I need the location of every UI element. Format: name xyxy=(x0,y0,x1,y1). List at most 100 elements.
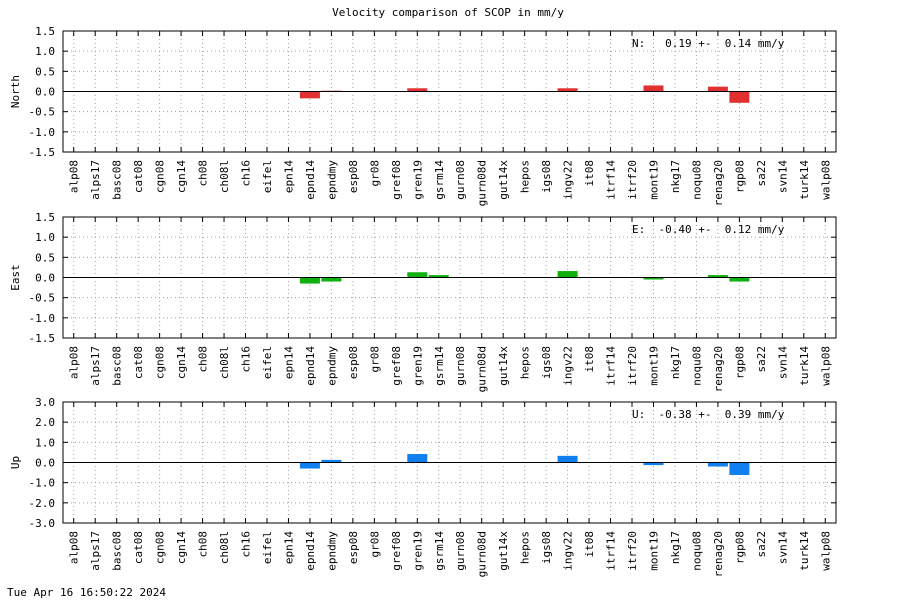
bar-gren19 xyxy=(407,454,428,463)
y-tick-label: -0.5 xyxy=(29,106,56,119)
x-tick-label: esp08 xyxy=(347,531,360,564)
x-tick-label: igs08 xyxy=(540,346,553,379)
x-tick-label: gut14x xyxy=(497,160,510,200)
x-tick-label: eifel xyxy=(261,346,274,379)
x-tick-label: esp08 xyxy=(347,346,360,379)
x-tick-label: basc08 xyxy=(111,160,124,200)
x-tick-label: basc08 xyxy=(111,531,124,571)
x-tick-label: gren19 xyxy=(411,531,424,571)
x-tick-label: ch16 xyxy=(240,531,253,558)
plot-border xyxy=(62,401,837,524)
x-tick-label: epndmy xyxy=(325,531,338,571)
y-axis-label: North xyxy=(9,75,22,108)
x-tick-label: it08 xyxy=(583,346,596,373)
x-tick-label: svn14 xyxy=(776,531,789,564)
x-tick-label: sa22 xyxy=(755,160,768,187)
stats-annotation: N: 0.19 +- 0.14 mm/y xyxy=(632,37,785,50)
bar-epnd14 xyxy=(299,91,320,99)
bar-renag20 xyxy=(707,86,728,92)
y-tick-label: -1.0 xyxy=(29,477,56,490)
bar-ingv22 xyxy=(557,271,578,278)
panel-east: 1.5 1.0 0.5 0.0 -0.5 -1.0 -1.5 alp08 alps17 basc0… xyxy=(9,211,837,392)
y-tick-label: -1.0 xyxy=(29,126,56,139)
x-tick-label: gurn08d xyxy=(476,160,489,206)
x-tick-label: ch08 xyxy=(197,160,210,187)
x-tick-label: ingv22 xyxy=(562,346,575,386)
x-tick-label: esp08 xyxy=(347,160,360,193)
x-tick-label: cat08 xyxy=(132,160,145,193)
x-tick-label: gren19 xyxy=(411,346,424,386)
x-tick-label: hepos xyxy=(519,346,532,379)
x-tick-label: itrf14 xyxy=(605,531,618,571)
x-tick-label: epn14 xyxy=(282,160,295,193)
x-tick-label: itrf20 xyxy=(626,160,639,200)
x-tick-label: cgn08 xyxy=(154,346,167,379)
x-tick-label: epn14 xyxy=(282,346,295,379)
x-tick-label: renag20 xyxy=(712,346,725,392)
x-tick-label: cgn14 xyxy=(175,160,188,193)
y-tick-label: 0.0 xyxy=(35,86,55,99)
x-tick-label: eifel xyxy=(261,531,274,564)
x-tick-label: gurn08d xyxy=(476,346,489,392)
x-tick-label: cat08 xyxy=(132,531,145,564)
x-tick-label: itrf14 xyxy=(605,160,618,200)
x-tick-label: noqu08 xyxy=(690,346,703,386)
x-tick-label: epndmy xyxy=(325,160,338,200)
y-tick-label: -1.5 xyxy=(29,332,56,345)
x-tick-label: gr08 xyxy=(368,531,381,558)
x-tick-label: svn14 xyxy=(776,160,789,193)
bar-mont19 xyxy=(643,85,664,92)
bar-renag20 xyxy=(707,275,728,278)
x-tick-label: itrf20 xyxy=(626,531,639,571)
y-tick-label: 0.5 xyxy=(35,251,55,264)
x-tick-label: ch08l xyxy=(218,531,231,564)
bar-mont19 xyxy=(643,462,664,466)
x-tick-label: epn14 xyxy=(282,531,295,564)
y-tick-label: 1.0 xyxy=(35,436,55,449)
bar-gren19 xyxy=(407,88,428,92)
y-tick-label: 1.0 xyxy=(35,45,55,58)
plot-border xyxy=(62,216,837,339)
stats-annotation: E: -0.40 +- 0.12 mm/y xyxy=(632,223,785,236)
bar-mont19 xyxy=(643,277,664,280)
x-tick-label: epnd14 xyxy=(304,531,317,571)
x-tick-label: nkg17 xyxy=(669,346,682,379)
y-tick-label: 2.0 xyxy=(35,416,55,429)
bar-ingv22 xyxy=(557,455,578,463)
bar-rgp08 xyxy=(729,91,750,103)
panel-north: 1.5 1.0 0.5 0.0 -0.5 -1.0 -1.5 alp08 alps17 basc0… xyxy=(9,25,837,206)
x-tick-label: sa22 xyxy=(755,346,768,373)
x-tick-label: rgp08 xyxy=(733,346,746,379)
x-tick-label: gsrm14 xyxy=(433,160,446,200)
x-tick-label: ch08 xyxy=(197,346,210,373)
x-tick-label: eifel xyxy=(261,160,274,193)
bar-rgp08 xyxy=(729,277,750,282)
x-tick-label: renag20 xyxy=(712,160,725,206)
x-tick-label: turk14 xyxy=(798,160,811,200)
x-tick-label: gurn08 xyxy=(454,531,467,571)
x-tick-label: it08 xyxy=(583,531,596,558)
x-tick-label: alp08 xyxy=(68,346,81,379)
timestamp: Tue Apr 16 16:50:22 2024 xyxy=(7,586,166,599)
x-tick-label: gr08 xyxy=(368,160,381,187)
y-tick-label: -0.5 xyxy=(29,292,56,305)
x-tick-label: alps17 xyxy=(89,346,102,386)
x-tick-label: itrf14 xyxy=(605,346,618,386)
x-tick-label: turk14 xyxy=(798,531,811,571)
y-tick-label: 0.5 xyxy=(35,65,55,78)
x-tick-label: walp08 xyxy=(819,346,832,386)
x-tick-label: igs08 xyxy=(540,531,553,564)
x-tick-label: nkg17 xyxy=(669,160,682,193)
x-tick-label: gut14x xyxy=(497,531,510,571)
y-axis-label: East xyxy=(9,264,22,291)
x-tick-label: nkg17 xyxy=(669,531,682,564)
y-tick-label: 0.0 xyxy=(35,272,55,285)
chart-panels: 1.5 1.0 0.5 0.0 -0.5 -1.0 -1.5 alp08 alps17 basc0… xyxy=(9,25,837,577)
x-tick-label: gurn08 xyxy=(454,160,467,200)
x-tick-label: rgp08 xyxy=(733,160,746,193)
panel-up: 3.0 2.0 1.0 0.0 -1.0 -2.0 -3.0 alp08 alps17 basc0… xyxy=(9,396,837,577)
x-tick-label: itrf20 xyxy=(626,346,639,386)
x-tick-label: cat08 xyxy=(132,346,145,379)
y-tick-label: -1.5 xyxy=(29,146,56,159)
x-tick-label: noqu08 xyxy=(690,531,703,571)
